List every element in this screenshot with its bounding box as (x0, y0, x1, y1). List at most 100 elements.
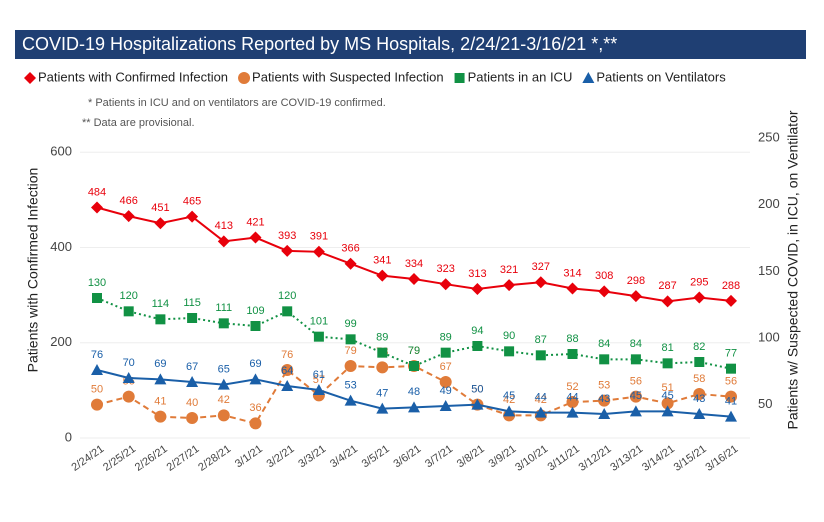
data-point (598, 285, 611, 298)
data-label: 79 (344, 345, 356, 357)
data-point (439, 376, 452, 388)
data-point (187, 313, 198, 323)
y2-tick-label: 150 (758, 263, 780, 278)
data-label: 88 (566, 333, 578, 345)
data-point (534, 406, 547, 418)
data-label: 42 (503, 394, 515, 406)
data-point (249, 231, 262, 244)
data-label: 48 (408, 386, 420, 398)
data-point (408, 401, 420, 413)
data-label: 451 (151, 202, 169, 214)
data-label: 109 (246, 305, 264, 317)
data-label: 466 (120, 195, 138, 207)
data-point (694, 357, 705, 367)
x-tick-label: 2/28/21 (196, 443, 233, 474)
data-point (629, 390, 642, 403)
data-point (186, 412, 199, 424)
x-tick-label: 2/26/21 (133, 443, 170, 474)
data-label: 44 (535, 392, 547, 404)
data-point (503, 279, 516, 292)
data-label: 120 (278, 290, 296, 302)
data-label: 341 (373, 255, 391, 267)
data-label: 70 (123, 357, 135, 369)
data-label: 321 (500, 264, 518, 276)
data-point (250, 321, 261, 331)
x-tick-label: 3/15/21 (672, 443, 709, 474)
data-point (566, 406, 579, 418)
data-point (376, 269, 389, 282)
data-point (376, 402, 389, 414)
data-point (535, 350, 546, 361)
title-bar (15, 30, 806, 59)
data-point (599, 354, 610, 365)
data-label: 76 (281, 349, 293, 361)
data-point (122, 210, 135, 223)
data-point (281, 244, 294, 257)
data-label: 41 (154, 396, 166, 408)
data-label: 421 (246, 216, 264, 228)
data-label: 115 (183, 297, 201, 309)
data-label: 45 (503, 390, 515, 402)
x-tick-label: 3/10/21 (513, 443, 550, 474)
data-point (281, 364, 294, 376)
data-point (122, 390, 135, 403)
data-point (567, 349, 578, 359)
data-label: 49 (440, 385, 452, 397)
data-label: 99 (344, 318, 356, 330)
data-point (725, 294, 737, 307)
data-label: 69 (154, 358, 166, 370)
data-label: 298 (627, 275, 645, 287)
y-tick-label: 0 (65, 429, 72, 444)
data-label: 36 (249, 402, 261, 414)
data-label: 288 (722, 280, 740, 292)
data-point (186, 376, 199, 387)
legend-marker (238, 72, 251, 84)
data-label: 69 (249, 358, 261, 370)
legend-label: Patients with Confirmed Infection (38, 69, 228, 84)
data-point (92, 293, 102, 303)
data-label: 323 (437, 263, 455, 275)
data-point (598, 394, 611, 407)
legend-marker (24, 72, 36, 84)
data-label: 64 (281, 365, 293, 377)
data-label: 393 (278, 230, 296, 242)
x-tick-label: 3/16/21 (703, 443, 740, 474)
data-label: 120 (120, 290, 138, 302)
x-tick-label: 3/11/21 (546, 443, 582, 473)
data-label: 313 (468, 268, 486, 280)
legend-label: Patients in an ICU (468, 69, 573, 84)
data-point (725, 390, 737, 403)
x-tick-label: 3/7/21 (423, 443, 455, 470)
data-point (217, 409, 230, 422)
data-label: 53 (344, 380, 356, 392)
data-label: 57 (313, 374, 325, 386)
data-point (186, 210, 199, 223)
data-label: 90 (503, 330, 515, 342)
data-point (376, 361, 389, 374)
data-label: 334 (405, 258, 423, 270)
data-point (91, 201, 103, 214)
note: ** Data are provisional. (82, 117, 195, 129)
x-tick-label: 3/13/21 (608, 443, 645, 474)
data-label: 77 (725, 348, 737, 360)
data-point (249, 417, 262, 430)
y-tick-label: 400 (50, 239, 72, 254)
y-axis-label: Patients with Confirmed Infection (25, 168, 41, 373)
chart-title: COVID-19 Hospitalizations Reported by MS… (22, 34, 617, 54)
data-label: 465 (183, 195, 201, 207)
data-label: 314 (563, 267, 581, 279)
data-point (439, 278, 452, 291)
data-label: 287 (658, 280, 676, 292)
y2-tick-label: 100 (758, 329, 780, 344)
data-label: 56 (725, 376, 737, 388)
data-label: 52 (566, 381, 578, 393)
data-label: 50 (471, 384, 483, 396)
data-point (534, 276, 547, 289)
y2-tick-label: 250 (758, 129, 780, 144)
x-tick-label: 2/27/21 (165, 443, 202, 474)
x-tick-label: 3/8/21 (455, 443, 487, 470)
data-point (693, 388, 706, 400)
data-label: 42 (218, 394, 230, 406)
data-point (726, 363, 736, 374)
